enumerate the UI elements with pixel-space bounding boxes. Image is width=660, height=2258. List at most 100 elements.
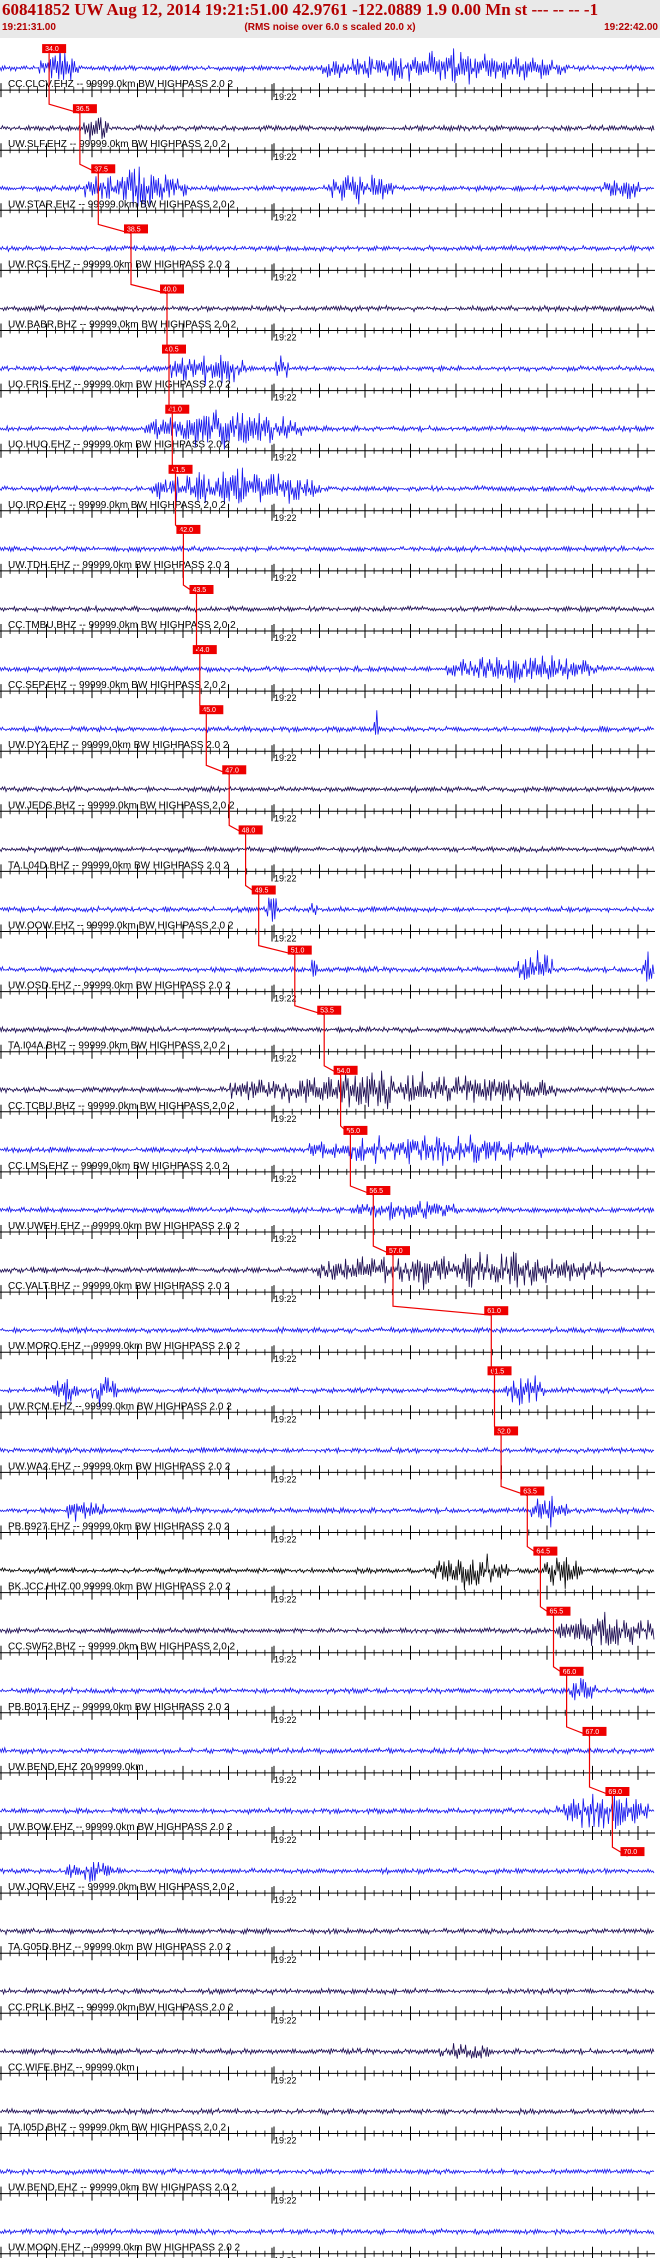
waveform xyxy=(0,1926,655,1936)
station-label: UW.BEND.EHZ 20 99999.0km xyxy=(8,1762,144,1773)
pick-label: 48.0 xyxy=(242,827,256,834)
waveform xyxy=(0,544,655,554)
minute-label: 19:22 xyxy=(274,513,297,523)
header-bar: 60841852 UW Aug 12, 2014 19:21:51.00 42.… xyxy=(0,0,660,38)
pick-label: 70.0 xyxy=(623,1849,637,1856)
station-label: CC.SEP.EHZ -- 99999.0km BW HIGHPASS 2.0 … xyxy=(8,680,226,691)
pick-marker xyxy=(287,945,312,955)
minute-label: 19:22 xyxy=(274,1414,297,1424)
station-label: UW.SLF.EHZ -- 99999.0km BW HIGHPASS 2.0 … xyxy=(8,139,227,150)
pick-label: 43.5 xyxy=(193,587,207,594)
end-time: 19:22:42.00 xyxy=(604,22,658,33)
pick-marker xyxy=(386,1246,410,1256)
pick-label: 38.5 xyxy=(127,226,141,233)
trace: 19:22 UW.BEND.EHZ 20 99999.0km 67.0 xyxy=(0,1726,655,1785)
station-label: UO.HUO.EHZ -- 99999.0km BW HIGHPASS 2.0 … xyxy=(8,440,231,451)
station-label: TA.I04A.BHZ -- 99999.0km BW HIGHPASS 2.0… xyxy=(8,1041,226,1052)
pick-marker xyxy=(222,765,247,775)
waveform xyxy=(0,1677,655,1701)
trace: 19:22 CC.LMS.EHZ -- 99999.0km BW HIGHPASS… xyxy=(0,1125,655,1184)
minute-label: 19:22 xyxy=(274,1114,297,1124)
minute-label: 19:22 xyxy=(274,1294,297,1304)
minute-label: 19:22 xyxy=(274,1474,297,1484)
pick-marker xyxy=(42,44,67,54)
waveform xyxy=(0,1986,655,1996)
minute-label: 19:22 xyxy=(274,813,297,823)
trace: 19:22 UW.MOON.EHZ -- 99999.0km BW HIGHPAS… xyxy=(0,2227,655,2258)
minute-label: 19:22 xyxy=(274,2075,297,2085)
waveform xyxy=(0,1861,655,1882)
trace: 19:22 CC.SEP.EHZ -- 99999.0km BW HIGHPASS… xyxy=(0,645,655,703)
waveform xyxy=(0,467,655,504)
minute-label: 19:22 xyxy=(274,212,297,222)
trace: 19:22 CC.TMBU.BHZ -- 99999.0km BW HIGHPAS… xyxy=(0,585,655,643)
minute-label: 19:22 xyxy=(274,1174,297,1184)
pick-marker xyxy=(161,344,186,354)
station-label: UW.MOON.EHZ -- 99999.0km BW HIGHPASS 2.0… xyxy=(8,2243,241,2254)
station-label: UW.BOW.EHZ -- 99999.0km BW HIGHPASS 2.0 … xyxy=(8,1822,233,1833)
minute-label: 19:22 xyxy=(274,1895,297,1905)
pick-label: 55.0 xyxy=(346,1128,360,1135)
station-label: UW.TDH.EHZ -- 99999.0km BW HIGHPASS 2.0 … xyxy=(8,560,230,571)
station-label: CC.LMS.EHZ -- 99999.0km BW HIGHPASS 2.0 … xyxy=(8,1161,228,1172)
pick-marker xyxy=(487,1366,512,1376)
rms-note: (RMS noise over 6.0 s scaled 20.0 x) xyxy=(244,22,416,33)
pick-marker xyxy=(192,645,217,655)
trace: 19:22 UW.MORO.EHZ -- 99999.0km BW HIGHPAS… xyxy=(0,1306,655,1364)
trace: 19:22 CC.VALT.BHZ -- 99999.0km BW HIGHPAS… xyxy=(0,1246,655,1304)
minute-label: 19:22 xyxy=(274,2196,297,2206)
waveform xyxy=(0,784,655,794)
waveform xyxy=(0,710,655,735)
pick-marker xyxy=(494,1426,519,1436)
pick-label: 66.0 xyxy=(563,1669,577,1676)
pick-label: 34.0 xyxy=(45,46,59,53)
waveform xyxy=(0,117,655,142)
waveform xyxy=(0,1793,655,1830)
minute-label: 19:22 xyxy=(274,693,297,703)
trace: 19:22 TA.I04A.BHZ -- 99999.0km BW HIGHPAS… xyxy=(0,1005,655,1064)
minute-label: 19:22 xyxy=(274,994,297,1004)
pick-label: 36.5 xyxy=(76,106,90,113)
minute-label: 19:22 xyxy=(274,2015,297,2025)
minute-label: 19:22 xyxy=(274,1234,297,1244)
trace: 19:22 UO.IRO.EHZ -- 99999.0km BW HIGHPASS… xyxy=(0,464,655,523)
waveform xyxy=(0,1553,655,1591)
pick-marker xyxy=(168,464,193,474)
waveform xyxy=(0,655,655,683)
trace: 19:22 UW.RCS.EHZ -- 99999.0km BW HIGHPASS… xyxy=(0,224,655,282)
minute-label: 19:22 xyxy=(274,333,297,343)
pick-label: 61.5 xyxy=(491,1368,505,1375)
pick-label: 65.5 xyxy=(549,1609,563,1616)
waveform xyxy=(0,1070,655,1110)
pick-label: 40.5 xyxy=(165,347,179,354)
station-label: UW.BABR.BHZ -- 99999.0km BW HIGHPASS 2.0… xyxy=(8,320,237,331)
station-label: CC.VALT.BHZ -- 99999.0km BW HIGHPASS 2.0… xyxy=(8,1281,230,1292)
trace: 19:22 BK.JCC.HHZ.00 99999.0km BW HIGHPASS… xyxy=(0,1546,655,1605)
trace: 19:22 UW.RCM.EHZ -- 99999.0km BW HIGHPASS… xyxy=(0,1366,655,1424)
station-label: UO.FRIS.EHZ -- 99999.0km BW HIGHPASS 2.0… xyxy=(8,380,231,391)
waveform xyxy=(0,1495,655,1528)
pick-label: 45.0 xyxy=(202,707,216,714)
pick-marker xyxy=(176,524,201,534)
minute-label: 19:22 xyxy=(274,152,297,162)
minute-label: 19:22 xyxy=(274,1535,297,1545)
pick-label: 57.0 xyxy=(389,1248,403,1255)
pick-label: 64.5 xyxy=(536,1549,550,1556)
pick-marker xyxy=(559,1666,584,1676)
station-label: BK.JCC.HHZ.00 99999.0km BW HIGHPASS 2.0 … xyxy=(8,1582,231,1593)
minute-label: 19:22 xyxy=(274,633,297,643)
trace: 19:22 UW.BOW.EHZ -- 99999.0km BW HIGHPASS… xyxy=(0,1787,655,1845)
pick-marker xyxy=(333,1065,358,1075)
pick-marker xyxy=(160,284,185,294)
station-label: CC.WIFE.BHZ -- 99999.0km xyxy=(8,2062,135,2073)
waveform xyxy=(0,2043,655,2059)
station-label: UW.WA2.EHZ -- 99999.0km BW HIGHPASS 2.0 … xyxy=(8,1461,231,1472)
waveform xyxy=(0,47,655,85)
trace: 19:22 TA.L04D.BHZ -- 99999.0km BW HIGHPAS… xyxy=(0,825,655,883)
station-label: UW.OOW.EHZ -- 99999.0km BW HIGHPASS 2.0 … xyxy=(8,921,234,932)
station-label: CC.CLCV.EHZ -- 99999.0km BW HIGHPASS 2.0… xyxy=(8,79,234,90)
trace: 19:22 UW.UWEH.EHZ -- 99999.0km BW HIGHPAS… xyxy=(0,1186,655,1244)
station-label: UW.JORV.EHZ -- 99999.0km BW HIGHPASS 2.0… xyxy=(8,1882,235,1893)
station-label: CC.PRLK.BHZ -- 99999.0km BW HIGHPASS 2.0… xyxy=(8,2002,234,2013)
station-label: UW.RCM.EHZ -- 99999.0km BW HIGHPASS 2.0 … xyxy=(8,1401,232,1412)
